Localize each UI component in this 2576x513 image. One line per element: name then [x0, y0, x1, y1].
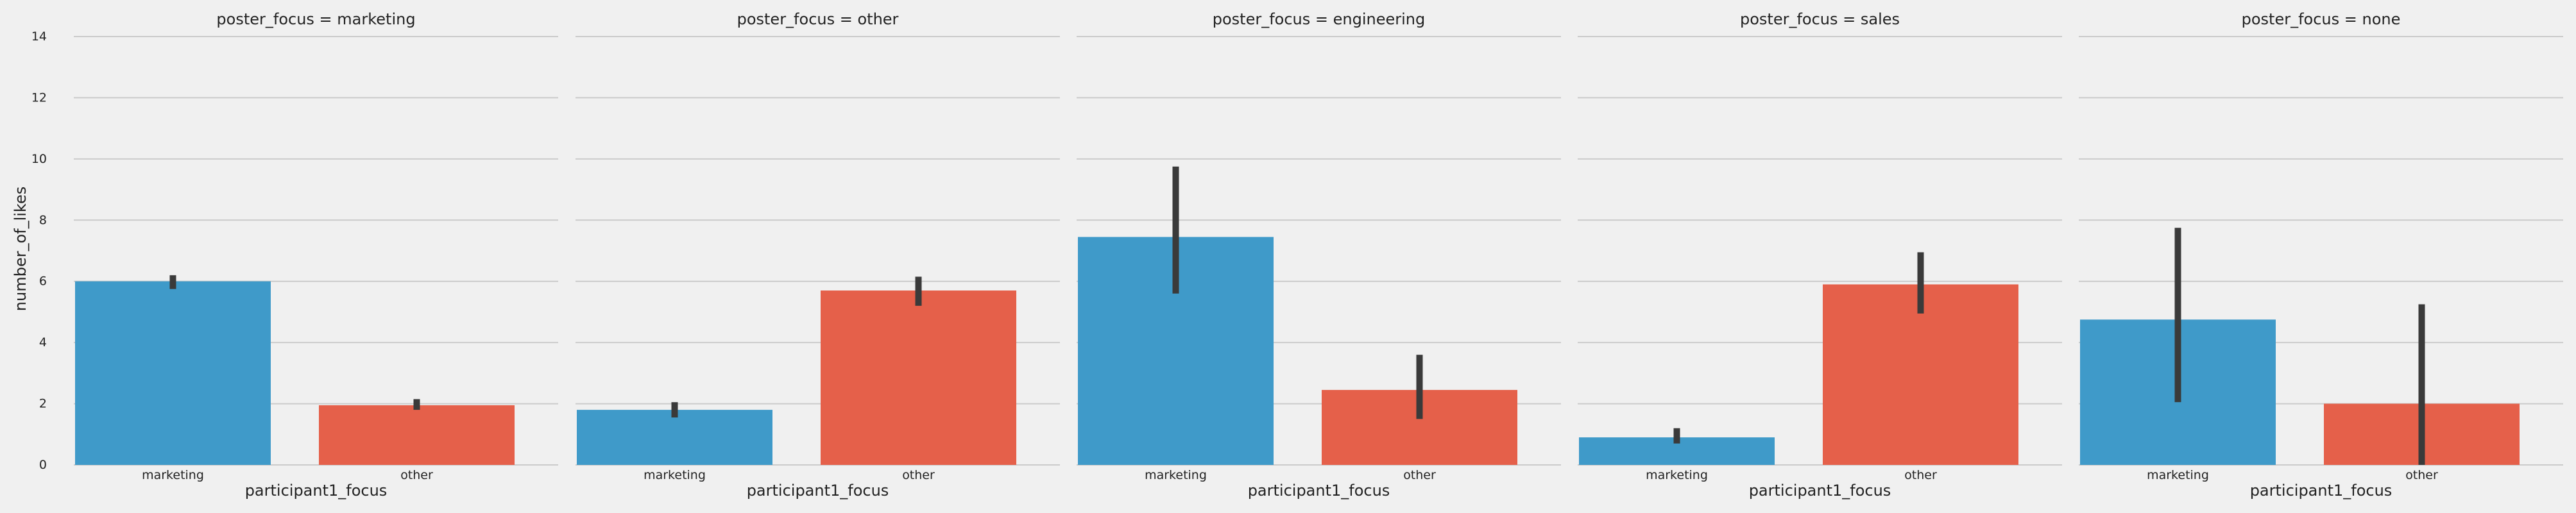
x-tick-label: marketing — [644, 468, 706, 482]
x-tick-label: other — [400, 468, 433, 482]
bar-other — [319, 405, 515, 465]
x-tick-label: marketing — [1145, 468, 1207, 482]
x-tick-label: marketing — [1646, 468, 1708, 482]
facet-panel: poster_focus = other marketing other partic… — [576, 10, 1060, 500]
x-axis-label: participant1_focus — [1749, 482, 1891, 500]
bar-other — [1823, 284, 2018, 465]
facet-panel: poster_focus = sales marketing other partic… — [1578, 10, 2062, 500]
facet-title: poster_focus = other — [737, 10, 899, 28]
x-axis-label: participant1_focus — [1248, 482, 1390, 500]
y-tick-label: 4 — [39, 335, 47, 349]
facet-title: poster_focus = sales — [1740, 10, 1900, 28]
bar-other — [821, 290, 1016, 465]
y-tick-label: 0 — [39, 458, 47, 472]
y-tick-label: 6 — [39, 274, 47, 289]
facet-title: poster_focus = marketing — [216, 10, 415, 28]
facet-panel: poster_focus = engineering marketing other… — [1077, 10, 1561, 500]
x-axis-label: participant1_focus — [245, 482, 388, 500]
x-axis-label: participant1_focus — [747, 482, 889, 500]
x-tick-label: other — [1904, 468, 1937, 482]
x-tick-label: other — [2405, 468, 2438, 482]
bar-marketing — [577, 410, 772, 465]
x-tick-label: other — [1403, 468, 1436, 482]
x-tick-label: other — [902, 468, 935, 482]
facet-panel: poster_focus = marketing marketing otherpa… — [74, 10, 558, 500]
facet-title: poster_focus = none — [2242, 10, 2401, 28]
bar-marketing — [75, 281, 271, 465]
facet-title: poster_focus = engineering — [1213, 10, 1425, 28]
facet-panel: poster_focus = none marketing other partici… — [2079, 10, 2563, 500]
x-tick-label: marketing — [142, 468, 204, 482]
x-axis-label: participant1_focus — [2250, 482, 2393, 500]
y-tick-label: 10 — [31, 152, 47, 166]
y-tick-label: 8 — [39, 213, 47, 227]
y-tick-label: 12 — [31, 90, 47, 105]
y-tick-label: 2 — [39, 397, 47, 411]
y-tick-label: 14 — [31, 29, 47, 44]
x-tick-label: marketing — [2147, 468, 2209, 482]
y-axis-label: number_of_likes — [12, 187, 30, 311]
